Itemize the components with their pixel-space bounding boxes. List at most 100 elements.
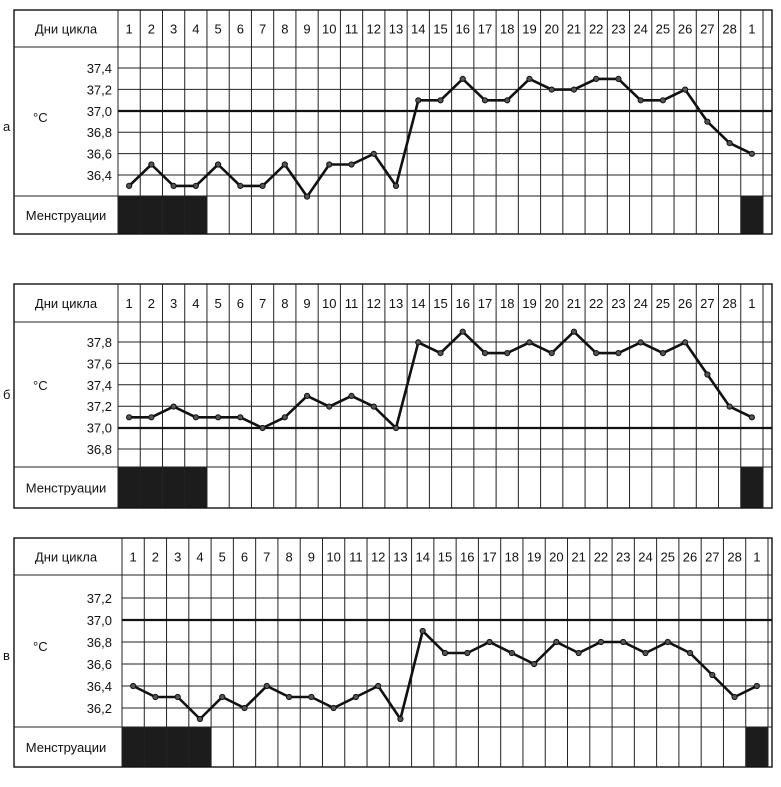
- menstruation-day-cell: [140, 196, 163, 234]
- temperature-point: [531, 660, 538, 668]
- panel-frame: [13, 9, 773, 235]
- temperature-point: [459, 328, 466, 335]
- day-number-label: 8: [281, 296, 288, 311]
- panel-letter: в: [3, 648, 10, 663]
- temperature-point: [237, 182, 244, 189]
- day-number-label: 27: [705, 550, 719, 565]
- temperature-point: [303, 392, 311, 399]
- day-number-label: 1: [130, 550, 137, 565]
- temperature-point: [126, 182, 133, 189]
- day-number-label: 4: [192, 22, 199, 37]
- temperature-point: [637, 97, 644, 104]
- temperature-point: [481, 350, 489, 357]
- day-number-label: 23: [611, 22, 625, 37]
- cycle-days-label: Дни цикла: [35, 296, 98, 311]
- temperature-point: [148, 161, 155, 168]
- temperature-point: [504, 350, 511, 357]
- day-number-label: 22: [594, 550, 608, 565]
- temperature-point: [259, 424, 266, 432]
- unit-label: °C: [33, 378, 48, 393]
- temperature-point: [308, 693, 315, 701]
- menstruation-day-cell: [144, 727, 167, 767]
- temperature-point: [481, 97, 489, 104]
- temperature-point: [370, 150, 377, 157]
- temperature-point: [326, 161, 333, 168]
- temperature-point: [570, 86, 578, 93]
- temperature-series-line: [131, 629, 759, 721]
- y-tick-label: 36,8: [87, 125, 112, 140]
- menstruation-day-cell: [184, 467, 207, 508]
- temperature-point: [664, 638, 671, 646]
- day-number-label: 5: [214, 22, 221, 37]
- day-number-label: 24: [633, 296, 647, 311]
- day-number-label: 18: [500, 296, 514, 311]
- day-number-label: 15: [438, 550, 452, 565]
- y-tick-label: 36,4: [87, 168, 112, 183]
- temperature-point: [526, 339, 533, 346]
- temperature-point: [241, 704, 248, 712]
- temperature-point: [196, 715, 204, 723]
- day-number-label: 10: [326, 550, 340, 565]
- day-number-label: 11: [345, 296, 359, 311]
- y-tick-label: 36,6: [87, 657, 112, 672]
- cycle-days-label: Дни цикла: [35, 22, 98, 37]
- day-number-label: 14: [415, 550, 429, 565]
- temperature-point: [415, 97, 422, 104]
- menstruation-day-cell: [162, 196, 185, 234]
- day-number-label: 3: [174, 550, 181, 565]
- day-number-label: 21: [567, 22, 581, 37]
- temperature-point: [170, 403, 177, 410]
- temperature-point: [375, 682, 382, 690]
- day-number-label: 1: [748, 22, 755, 37]
- temperature-point: [593, 75, 600, 83]
- temperature-point: [348, 392, 355, 399]
- menstruation-day-cell: [162, 467, 185, 508]
- temperature-point: [682, 86, 689, 93]
- panel-frame: [13, 283, 773, 509]
- menstruation-day-cell: [166, 727, 189, 767]
- temperature-point: [686, 649, 694, 657]
- menstruation-label: Менструации: [26, 740, 106, 755]
- temperature-point: [731, 693, 738, 701]
- day-number-label: 1: [748, 296, 755, 311]
- temperature-point: [441, 649, 449, 657]
- temperature-point: [392, 424, 400, 432]
- day-number-label: 27: [700, 296, 714, 311]
- temperature-point: [620, 638, 627, 646]
- day-number-label: 17: [478, 296, 492, 311]
- day-number-label: 25: [656, 22, 670, 37]
- temperature-point: [152, 693, 159, 701]
- temperature-point: [464, 649, 471, 657]
- day-number-label: 23: [611, 296, 625, 311]
- day-number-label: 27: [700, 22, 714, 37]
- menstruation-day-cell: [140, 467, 163, 508]
- day-number-label: 8: [281, 22, 288, 37]
- temperature-point: [281, 161, 288, 168]
- y-tick-label: 37,6: [87, 356, 112, 371]
- day-number-label: 21: [567, 296, 581, 311]
- day-number-label: 12: [367, 22, 381, 37]
- y-tick-label: 37,0: [87, 613, 112, 628]
- temperature-point: [726, 140, 733, 147]
- menstruation-day-cell: [184, 196, 207, 234]
- menstruation-day-cell: [745, 727, 768, 767]
- day-number-label: 28: [727, 550, 741, 565]
- menstruation-day-cell: [122, 727, 145, 767]
- day-number-label: 28: [722, 296, 736, 311]
- temperature-point: [214, 414, 222, 421]
- day-number-label: 10: [322, 296, 336, 311]
- temperature-point: [437, 350, 444, 357]
- temperature-point: [570, 328, 578, 335]
- menstruation-day-cell: [118, 196, 141, 234]
- day-number-label: 7: [259, 22, 266, 37]
- day-number-label: 16: [456, 296, 470, 311]
- temperature-series-line: [127, 330, 754, 430]
- temperature-point: [615, 75, 622, 83]
- menstruation-day-cell: [740, 196, 763, 234]
- day-number-label: 16: [460, 550, 474, 565]
- menstruation-day-cell: [118, 467, 141, 508]
- day-number-label: 5: [214, 296, 221, 311]
- day-number-label: 9: [308, 550, 315, 565]
- day-number-label: 8: [285, 550, 292, 565]
